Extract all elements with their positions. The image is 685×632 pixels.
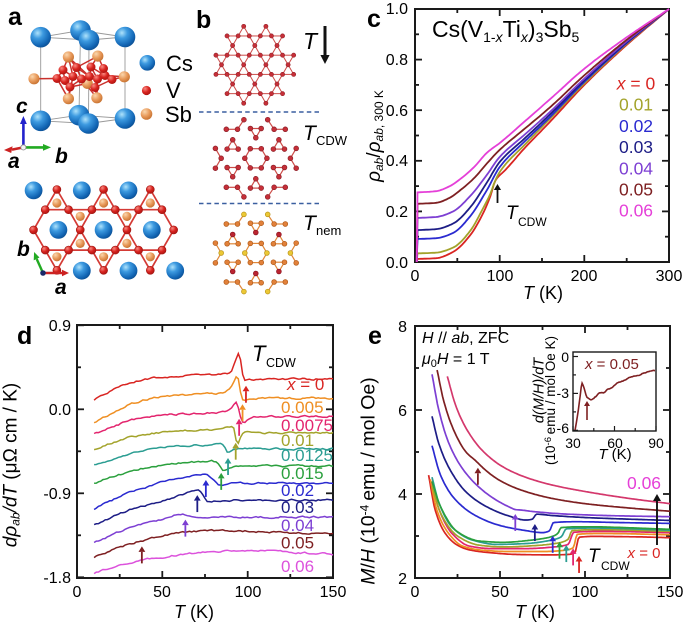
svg-text:0.05: 0.05 bbox=[619, 180, 653, 200]
svg-text:e: e bbox=[368, 322, 382, 350]
svg-text:b: b bbox=[196, 6, 211, 34]
svg-text:60: 60 bbox=[607, 435, 623, 451]
svg-text:0.0: 0.0 bbox=[386, 255, 408, 272]
svg-text:0.02: 0.02 bbox=[281, 481, 314, 500]
svg-text:0.04: 0.04 bbox=[281, 516, 314, 535]
svg-text:x = 0.05: x = 0.05 bbox=[584, 356, 639, 373]
svg-text:1.0: 1.0 bbox=[386, 1, 408, 18]
svg-text:0.01: 0.01 bbox=[619, 95, 653, 115]
svg-text:c: c bbox=[16, 95, 28, 118]
svg-text:-1.8: -1.8 bbox=[43, 570, 71, 587]
svg-text:0.9: 0.9 bbox=[49, 318, 71, 335]
svg-text:0.04: 0.04 bbox=[619, 158, 653, 178]
svg-text:b: b bbox=[55, 145, 68, 168]
svg-text:μ0H = 1 T: μ0H = 1 T bbox=[421, 351, 490, 370]
svg-text:-0.9: -0.9 bbox=[43, 486, 71, 503]
svg-text:200: 200 bbox=[571, 268, 598, 285]
svg-text:CDW: CDW bbox=[266, 356, 296, 370]
svg-text:0.06: 0.06 bbox=[281, 557, 314, 576]
svg-text:0.0075: 0.0075 bbox=[281, 416, 333, 435]
svg-text:Cs: Cs bbox=[166, 51, 193, 76]
svg-text:0.03: 0.03 bbox=[619, 137, 653, 157]
svg-text:300: 300 bbox=[656, 268, 683, 285]
svg-text:CDW: CDW bbox=[316, 133, 348, 148]
svg-text:nem: nem bbox=[316, 223, 341, 238]
svg-text:4: 4 bbox=[398, 487, 407, 504]
svg-text:0: 0 bbox=[561, 349, 569, 365]
svg-text:T: T bbox=[252, 341, 267, 366]
svg-text:50: 50 bbox=[153, 584, 171, 601]
svg-text:T: T bbox=[588, 546, 601, 567]
svg-text:T: T bbox=[303, 28, 319, 54]
svg-text:CDW: CDW bbox=[601, 559, 630, 573]
svg-text:0.0: 0.0 bbox=[49, 402, 71, 419]
svg-text:2: 2 bbox=[398, 571, 407, 588]
svg-text:0: 0 bbox=[73, 584, 82, 601]
svg-text:c: c bbox=[367, 5, 381, 33]
svg-text:T: T bbox=[506, 203, 519, 224]
svg-text:0.4: 0.4 bbox=[386, 153, 408, 170]
svg-text:V: V bbox=[166, 78, 181, 103]
svg-text:30: 30 bbox=[565, 435, 581, 451]
svg-text:50: 50 bbox=[491, 584, 509, 601]
svg-text:8: 8 bbox=[398, 319, 407, 336]
svg-text:0.01: 0.01 bbox=[281, 431, 314, 450]
svg-text:150: 150 bbox=[320, 584, 347, 601]
svg-text:M/H (10-4 emu / mol Oe): M/H (10-4 emu / mol Oe) bbox=[358, 377, 380, 584]
svg-text:ρab/ρab, 300 K: ρab/ρab, 300 K bbox=[364, 90, 386, 183]
svg-text:-3: -3 bbox=[557, 385, 570, 401]
svg-text:0: 0 bbox=[411, 268, 420, 285]
svg-text:x = 0: x = 0 bbox=[616, 74, 656, 94]
svg-text:d: d bbox=[17, 322, 32, 350]
svg-text:x = 0: x = 0 bbox=[286, 375, 324, 394]
svg-text:0.0125: 0.0125 bbox=[281, 446, 333, 465]
svg-text:0.05: 0.05 bbox=[281, 534, 314, 553]
svg-text:100: 100 bbox=[487, 268, 514, 285]
svg-text:dρab/dT (μΩ cm / K): dρab/dT (μΩ cm / K) bbox=[1, 383, 23, 547]
svg-text:Cs(V1-xTix)3Sb5: Cs(V1-xTix)3Sb5 bbox=[432, 16, 580, 45]
svg-text:x = 0: x = 0 bbox=[627, 545, 661, 562]
svg-text:a: a bbox=[55, 276, 67, 299]
svg-text:0.015: 0.015 bbox=[281, 464, 324, 483]
svg-text:d(M/H)/dT: d(M/H)/dT bbox=[532, 357, 548, 423]
svg-text:H // ab, ZFC: H // ab, ZFC bbox=[422, 330, 509, 347]
svg-text:T (K): T (K) bbox=[515, 602, 555, 622]
svg-text:a: a bbox=[8, 3, 23, 31]
svg-text:0: 0 bbox=[411, 584, 420, 601]
svg-text:T: T bbox=[303, 122, 318, 145]
svg-text:-6: -6 bbox=[557, 420, 570, 436]
svg-text:(10-6 emu / mol Oe K): (10-6 emu / mol Oe K) bbox=[543, 336, 558, 465]
svg-text:T (K): T (K) bbox=[174, 602, 214, 622]
svg-text:CDW: CDW bbox=[518, 215, 547, 229]
svg-text:0.005: 0.005 bbox=[281, 398, 324, 417]
svg-text:150: 150 bbox=[657, 584, 684, 601]
svg-text:0.8: 0.8 bbox=[386, 52, 408, 69]
svg-text:0.02: 0.02 bbox=[619, 116, 653, 136]
svg-text:0.03: 0.03 bbox=[281, 498, 314, 517]
svg-text:T (K): T (K) bbox=[523, 283, 563, 303]
svg-text:6: 6 bbox=[398, 403, 407, 420]
svg-text:100: 100 bbox=[235, 584, 262, 601]
svg-text:a: a bbox=[8, 150, 20, 173]
svg-text:100: 100 bbox=[572, 584, 599, 601]
svg-text:0.2: 0.2 bbox=[386, 204, 408, 221]
svg-text:Sb: Sb bbox=[165, 102, 192, 127]
svg-text:0.06: 0.06 bbox=[619, 201, 653, 221]
svg-text:T: T bbox=[303, 212, 318, 235]
svg-text:b: b bbox=[17, 238, 30, 261]
svg-text:0.6: 0.6 bbox=[386, 103, 408, 120]
svg-text:90: 90 bbox=[648, 435, 664, 451]
svg-text:T (K): T (K) bbox=[598, 446, 631, 463]
svg-text:0.06: 0.06 bbox=[627, 473, 661, 493]
